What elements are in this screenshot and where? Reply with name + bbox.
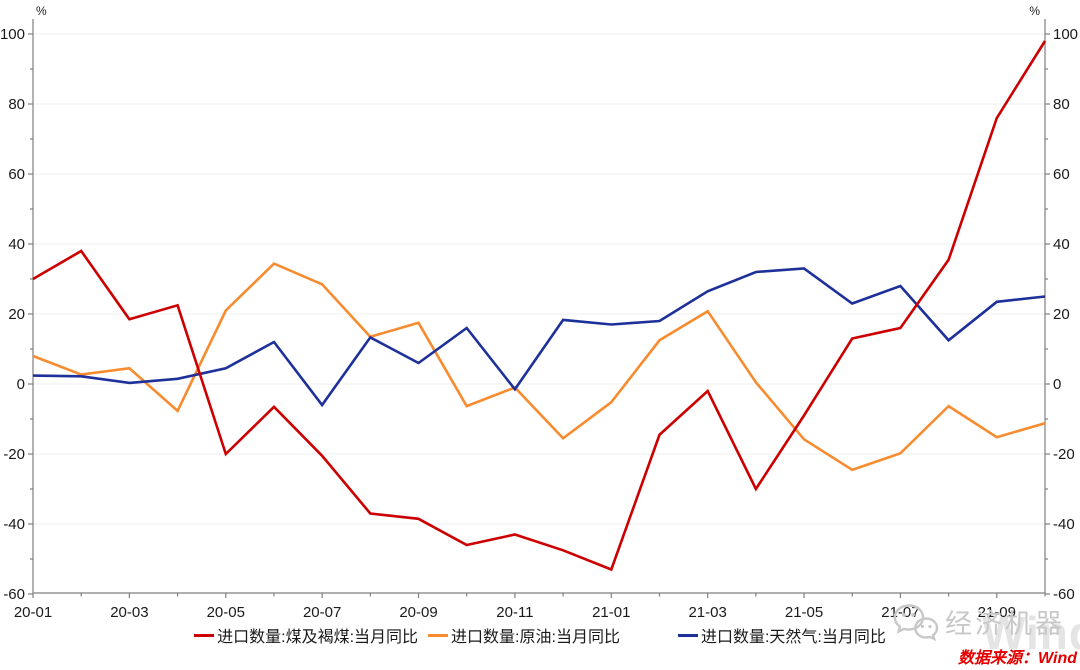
data-source-note: 数据来源：Wind bbox=[958, 650, 1077, 667]
svg-text:-60: -60 bbox=[3, 586, 25, 603]
series-0 bbox=[32, 40, 1047, 572]
svg-text:20-07: 20-07 bbox=[303, 604, 341, 621]
svg-text:40: 40 bbox=[1053, 236, 1070, 253]
svg-text:%: % bbox=[36, 4, 47, 18]
svg-text:%: % bbox=[1029, 4, 1040, 18]
coal-line-swatch bbox=[194, 633, 215, 637]
natural-gas-line-swatch bbox=[677, 633, 698, 637]
svg-text:21-07: 21-07 bbox=[881, 604, 919, 621]
svg-text:21-03: 21-03 bbox=[688, 604, 726, 621]
svg-text:60: 60 bbox=[1053, 166, 1070, 183]
svg-text:20-03: 20-03 bbox=[110, 604, 148, 621]
brand-watermark-text: 经济机器 bbox=[945, 608, 1065, 639]
series-2 bbox=[32, 267, 1046, 408]
svg-text:0: 0 bbox=[17, 376, 25, 393]
svg-text:21-01: 21-01 bbox=[592, 604, 630, 621]
svg-text:-20: -20 bbox=[1053, 446, 1075, 463]
svg-text:20: 20 bbox=[1053, 306, 1070, 323]
svg-text:40: 40 bbox=[8, 236, 25, 253]
legend-item-coal: 进口数量:煤及褐煤:当月同比 bbox=[194, 623, 418, 647]
svg-text:80: 80 bbox=[8, 96, 25, 113]
svg-text:20: 20 bbox=[8, 306, 25, 323]
legend-label-crude-oil: 进口数量:原油:当月同比 bbox=[451, 629, 620, 646]
wind-faint-watermark: Wind bbox=[982, 607, 1080, 659]
legend-item-crude-oil: 进口数量:原油:当月同比 bbox=[428, 623, 620, 647]
svg-text:20-09: 20-09 bbox=[399, 604, 437, 621]
svg-text:20-11: 20-11 bbox=[496, 604, 533, 621]
wechat-icon bbox=[893, 604, 939, 642]
legend-label-coal: 进口数量:煤及褐煤:当月同比 bbox=[217, 629, 419, 646]
svg-text:20-01: 20-01 bbox=[14, 604, 52, 621]
legend: 进口数量:煤及褐煤:当月同比 进口数量:原油:当月同比 进口数量:天然气:当月同… bbox=[0, 623, 1080, 647]
svg-text:80: 80 bbox=[1053, 96, 1070, 113]
svg-text:100: 100 bbox=[0, 26, 25, 43]
svg-text:0: 0 bbox=[1053, 376, 1061, 393]
svg-text:60: 60 bbox=[8, 166, 25, 183]
svg-text:-20: -20 bbox=[3, 446, 25, 463]
svg-text:100: 100 bbox=[1053, 26, 1078, 43]
legend-item-natural-gas: 进口数量:天然气:当月同比 bbox=[677, 623, 886, 647]
brand-watermark: 经济机器 bbox=[893, 600, 1065, 642]
series-1 bbox=[32, 262, 1046, 472]
svg-text:-40: -40 bbox=[3, 516, 25, 533]
svg-text:20-05: 20-05 bbox=[207, 604, 245, 621]
crude-oil-line-swatch bbox=[428, 633, 449, 637]
svg-text:21-09: 21-09 bbox=[978, 604, 1016, 621]
legend-label-natural-gas: 进口数量:天然气:当月同比 bbox=[700, 629, 886, 646]
svg-text:-60: -60 bbox=[1053, 586, 1075, 603]
svg-text:21-05: 21-05 bbox=[785, 604, 823, 621]
svg-text:-40: -40 bbox=[1053, 516, 1075, 533]
